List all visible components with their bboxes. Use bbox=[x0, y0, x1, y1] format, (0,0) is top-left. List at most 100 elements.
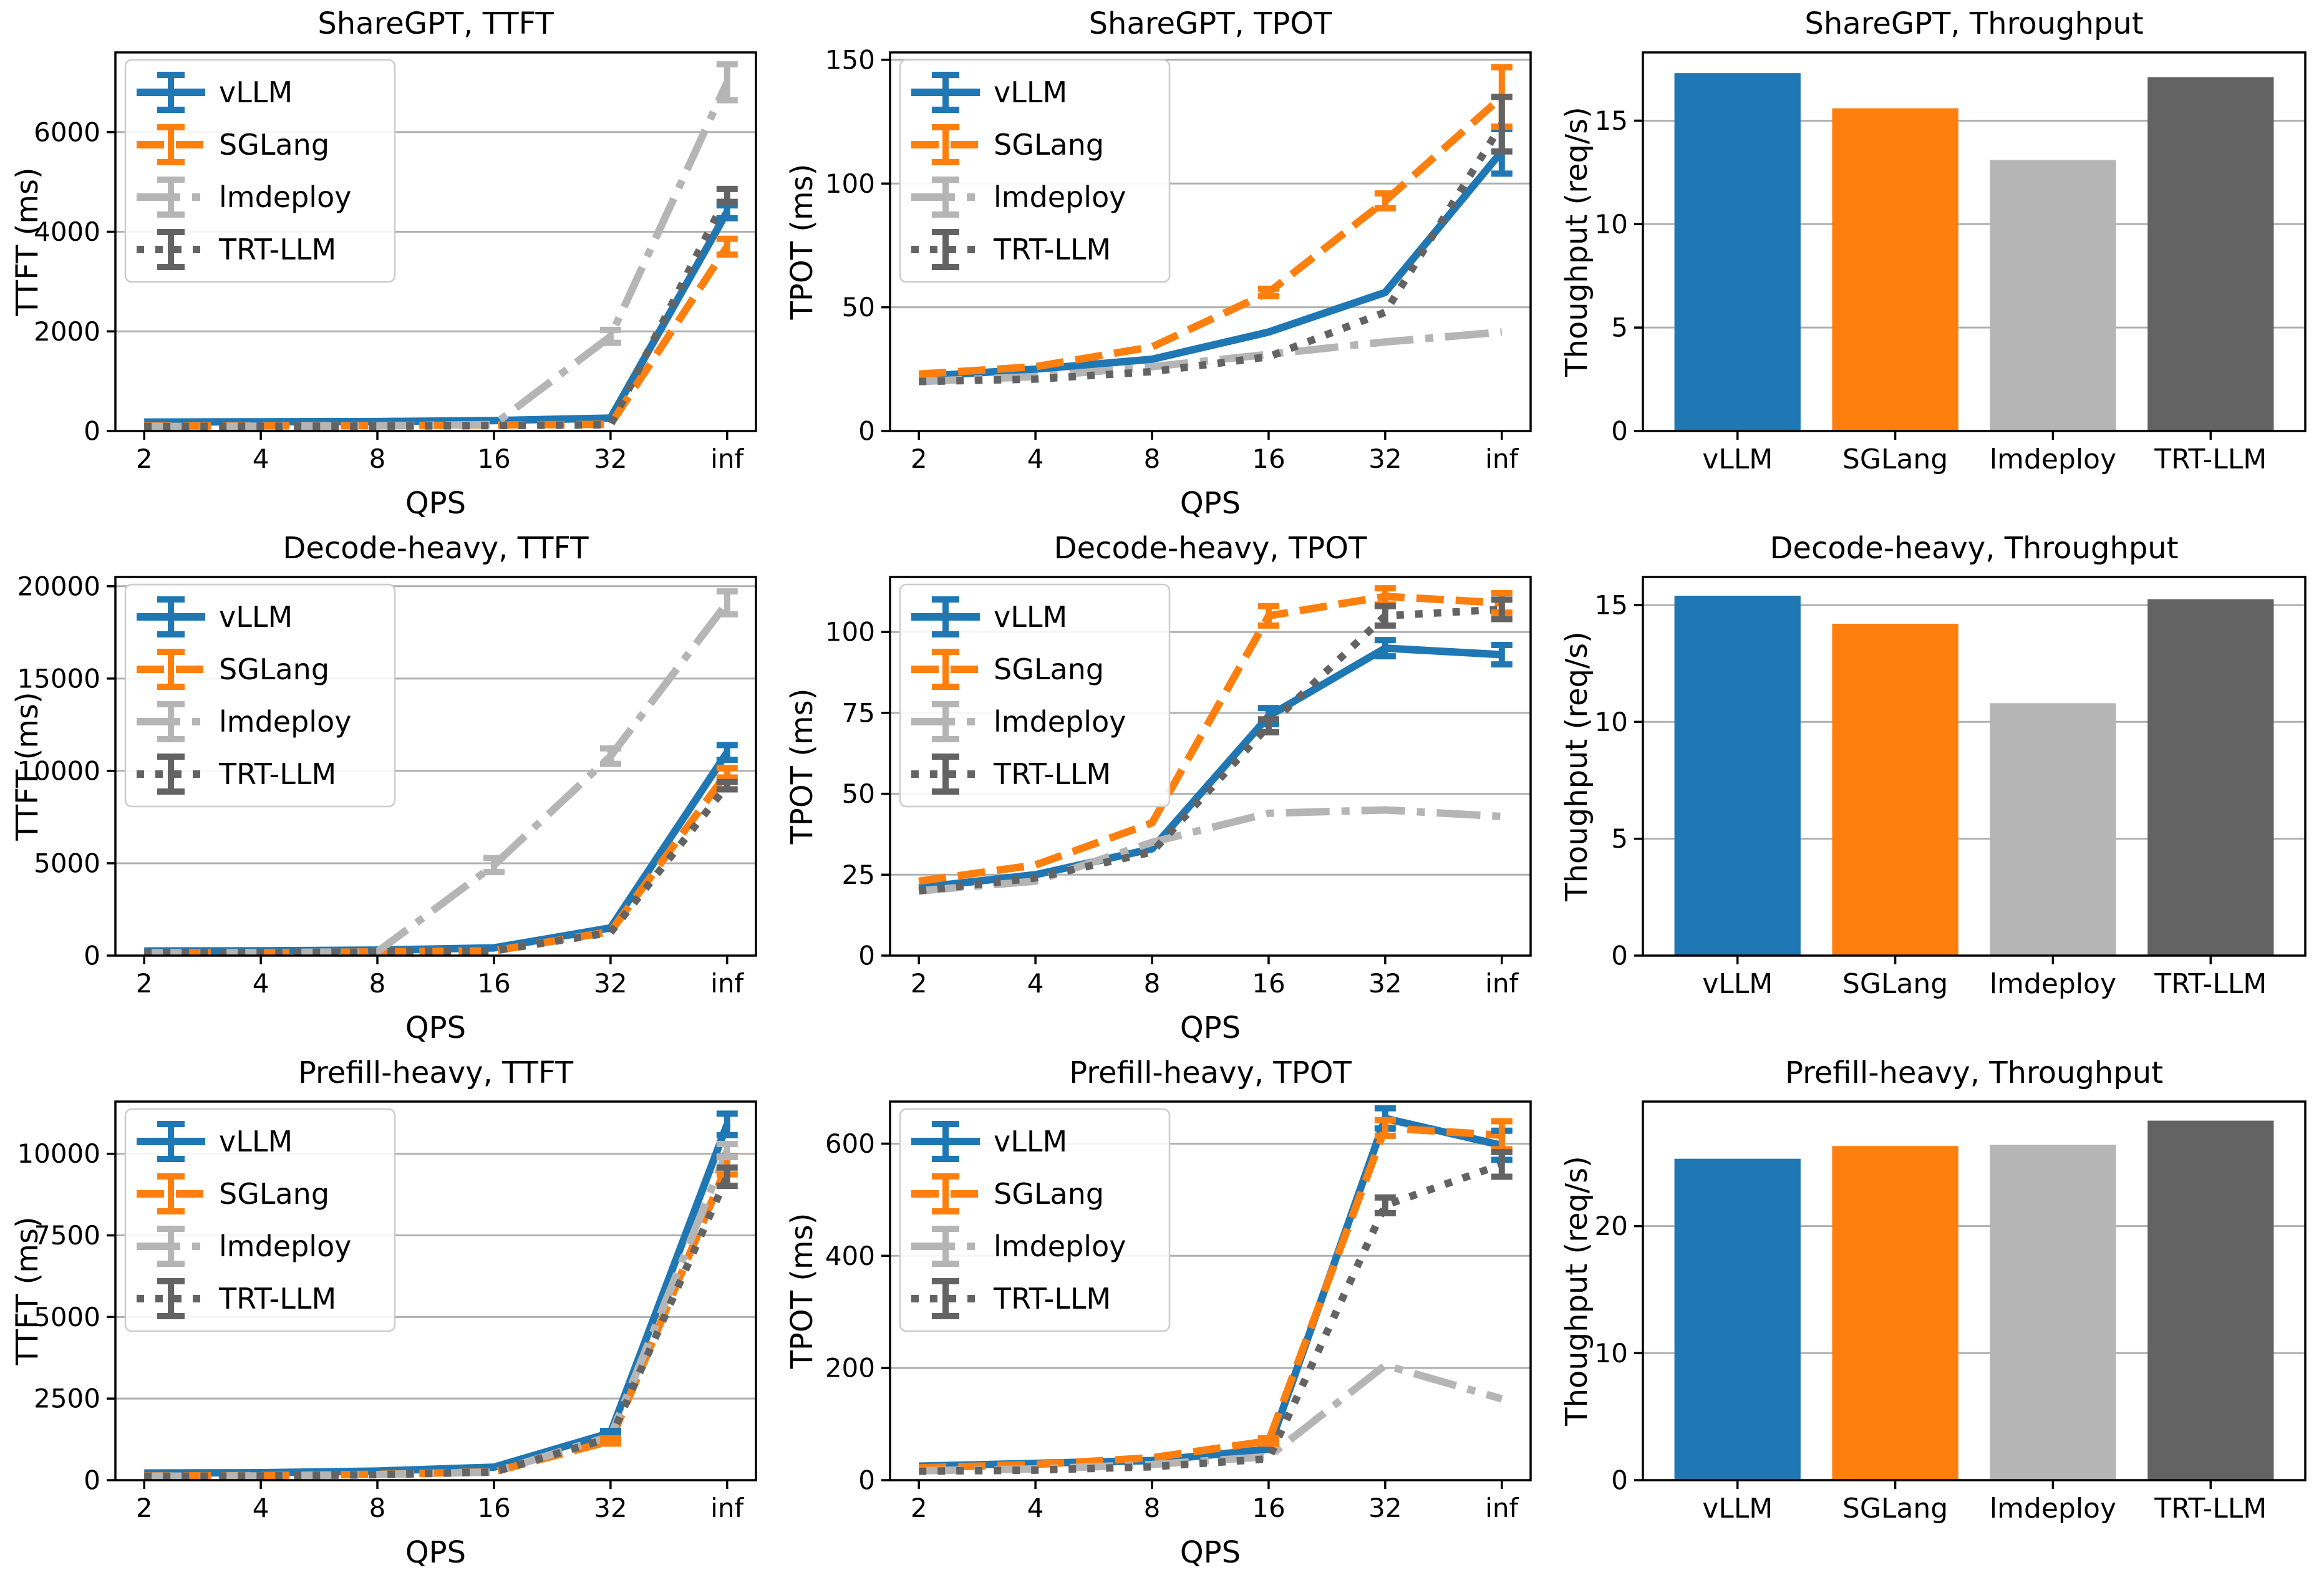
svg-text:SGLang: SGLang bbox=[219, 128, 329, 162]
svg-text:50: 50 bbox=[842, 292, 875, 322]
svg-text:25: 25 bbox=[842, 860, 875, 890]
chart-title: ShareGPT, Throughput bbox=[1804, 6, 2144, 41]
svg-text:7500: 7500 bbox=[34, 1220, 100, 1251]
svg-text:SGLang: SGLang bbox=[994, 652, 1104, 686]
svg-text:4: 4 bbox=[253, 968, 269, 999]
svg-text:32: 32 bbox=[594, 1493, 627, 1523]
plot-decode-heavy-tpot: 0 25 50 75 100 TPOT (ms) 2 4 8 16 32 inf QPS vLLM SGLa… bbox=[785, 576, 1532, 1045]
chart-title: Decode-heavy, TTFT bbox=[283, 531, 589, 566]
svg-text:inf: inf bbox=[710, 968, 744, 999]
svg-text:lmdeploy: lmdeploy bbox=[1990, 443, 2116, 475]
chart-title: Prefill-heavy, TTFT bbox=[298, 1055, 574, 1090]
svg-text:lmdeploy: lmdeploy bbox=[1990, 968, 2116, 1000]
chart-decode-heavy-ttft: Decode-heavy, TTFT 0 5000 10000 15000 20000 T… bbox=[0, 525, 775, 1049]
svg-text:0: 0 bbox=[1611, 1465, 1628, 1496]
svg-text:TTFT (ms): TTFT (ms) bbox=[10, 692, 45, 841]
svg-text:50: 50 bbox=[842, 778, 875, 809]
svg-text:TRT-LLM: TRT-LLM bbox=[993, 233, 1111, 266]
svg-text:lmdeploy: lmdeploy bbox=[219, 1229, 351, 1263]
svg-text:100: 100 bbox=[825, 168, 875, 199]
svg-text:SGLang: SGLang bbox=[1842, 968, 1948, 1000]
svg-text:2500: 2500 bbox=[34, 1384, 100, 1414]
svg-text:8: 8 bbox=[369, 1493, 386, 1523]
svg-text:16: 16 bbox=[1252, 1493, 1285, 1523]
chart-title: Prefill-heavy, Throughput bbox=[1784, 1055, 2164, 1090]
svg-text:150: 150 bbox=[825, 44, 875, 75]
plot-sharegpt-ttft: 0 2000 4000 6000 TTFT (ms) 2 4 8 16 32 inf QPS vLLM S… bbox=[10, 51, 757, 521]
svg-text:2: 2 bbox=[136, 968, 153, 999]
svg-text:8: 8 bbox=[1144, 968, 1161, 999]
svg-text:SGLang: SGLang bbox=[219, 652, 329, 686]
svg-text:inf: inf bbox=[1485, 443, 1519, 474]
svg-text:lmdeploy: lmdeploy bbox=[219, 705, 351, 739]
chart-prefill-heavy-tpot: Prefill-heavy, TPOT 0 200 400 600 TPOT (ms) 2… bbox=[775, 1049, 1549, 1574]
svg-text:4: 4 bbox=[1027, 968, 1044, 999]
svg-text:0: 0 bbox=[858, 1465, 875, 1496]
svg-text:TRT-LLM: TRT-LLM bbox=[218, 1282, 336, 1316]
svg-text:vLLM: vLLM bbox=[1702, 443, 1773, 475]
svg-text:2: 2 bbox=[911, 968, 927, 999]
svg-text:Thoughput (req/s): Thoughput (req/s) bbox=[1559, 1156, 1594, 1427]
svg-text:15000: 15000 bbox=[17, 663, 100, 694]
svg-text:inf: inf bbox=[710, 1493, 744, 1523]
svg-text:inf: inf bbox=[1485, 968, 1519, 999]
svg-text:vLLM: vLLM bbox=[219, 75, 293, 109]
svg-text:inf: inf bbox=[1485, 1493, 1519, 1523]
svg-text:QPS: QPS bbox=[405, 1535, 466, 1570]
plot-prefill-heavy-tpot: 0 200 400 600 TPOT (ms) 2 4 8 16 32 inf QPS vLLM SGLa… bbox=[785, 1100, 1532, 1570]
chart-decode-heavy-throughput: Decode-heavy, Throughput 0 5 10 15 Thoughput… bbox=[1549, 525, 2324, 1049]
chart-sharegpt-throughput: ShareGPT, Throughput 0 5 10 15 Thoughput (re… bbox=[1549, 0, 2324, 525]
svg-text:Thoughput (req/s): Thoughput (req/s) bbox=[1559, 107, 1594, 377]
svg-text:TRT-LLM: TRT-LLM bbox=[2154, 968, 2267, 1000]
svg-text:0: 0 bbox=[84, 1465, 100, 1496]
svg-text:TRT-LLM: TRT-LLM bbox=[993, 757, 1111, 791]
svg-text:10000: 10000 bbox=[17, 755, 100, 786]
chart-title: ShareGPT, TPOT bbox=[1088, 6, 1332, 41]
svg-text:4: 4 bbox=[253, 443, 269, 474]
svg-text:600: 600 bbox=[825, 1128, 875, 1159]
svg-text:SGLang: SGLang bbox=[994, 1177, 1104, 1211]
svg-text:TRT-LLM: TRT-LLM bbox=[218, 757, 336, 791]
svg-text:5: 5 bbox=[1611, 823, 1628, 854]
svg-text:10: 10 bbox=[1595, 707, 1628, 737]
svg-text:16: 16 bbox=[477, 968, 510, 999]
svg-text:TRT-LLM: TRT-LLM bbox=[2154, 1493, 2267, 1524]
svg-text:lmdeploy: lmdeploy bbox=[994, 1229, 1126, 1263]
chart-title: ShareGPT, TTFT bbox=[317, 6, 554, 41]
svg-text:6000: 6000 bbox=[34, 117, 100, 147]
svg-text:TRT-LLM: TRT-LLM bbox=[218, 233, 336, 266]
svg-text:32: 32 bbox=[1368, 968, 1402, 999]
svg-text:TTFT (ms): TTFT (ms) bbox=[10, 167, 45, 316]
svg-text:32: 32 bbox=[594, 443, 627, 474]
svg-text:400: 400 bbox=[825, 1241, 875, 1271]
svg-text:8: 8 bbox=[1144, 443, 1161, 474]
svg-text:QPS: QPS bbox=[1180, 486, 1241, 521]
svg-text:vLLM: vLLM bbox=[994, 600, 1067, 634]
svg-text:4: 4 bbox=[1027, 443, 1044, 474]
svg-text:vLLM: vLLM bbox=[994, 1125, 1067, 1158]
svg-text:lmdeploy: lmdeploy bbox=[219, 180, 351, 214]
svg-text:4: 4 bbox=[1027, 1493, 1044, 1523]
chart-title: Decode-heavy, TPOT bbox=[1053, 531, 1367, 566]
svg-text:TPOT (ms): TPOT (ms) bbox=[785, 689, 820, 845]
plot-sharegpt-tpot: 0 50 100 150 TPOT (ms) 2 4 8 16 32 inf QPS vLLM SGLan… bbox=[785, 44, 1532, 521]
svg-text:QPS: QPS bbox=[1180, 1535, 1241, 1570]
svg-text:TTFT (ms): TTFT (ms) bbox=[10, 1216, 45, 1365]
svg-text:vLLM: vLLM bbox=[1702, 1493, 1773, 1524]
svg-text:0: 0 bbox=[1611, 941, 1628, 971]
svg-text:15: 15 bbox=[1595, 589, 1628, 620]
svg-text:SGLang: SGLang bbox=[219, 1177, 329, 1211]
svg-text:2: 2 bbox=[136, 443, 153, 474]
svg-text:5: 5 bbox=[1611, 313, 1628, 343]
svg-text:8: 8 bbox=[1144, 1493, 1161, 1523]
svg-text:20: 20 bbox=[1595, 1211, 1628, 1241]
svg-text:32: 32 bbox=[594, 968, 627, 999]
svg-text:32: 32 bbox=[1368, 443, 1402, 474]
svg-text:0: 0 bbox=[1611, 416, 1628, 447]
svg-text:32: 32 bbox=[1368, 1493, 1402, 1523]
svg-text:vLLM: vLLM bbox=[219, 600, 293, 634]
svg-text:4: 4 bbox=[253, 1493, 269, 1523]
